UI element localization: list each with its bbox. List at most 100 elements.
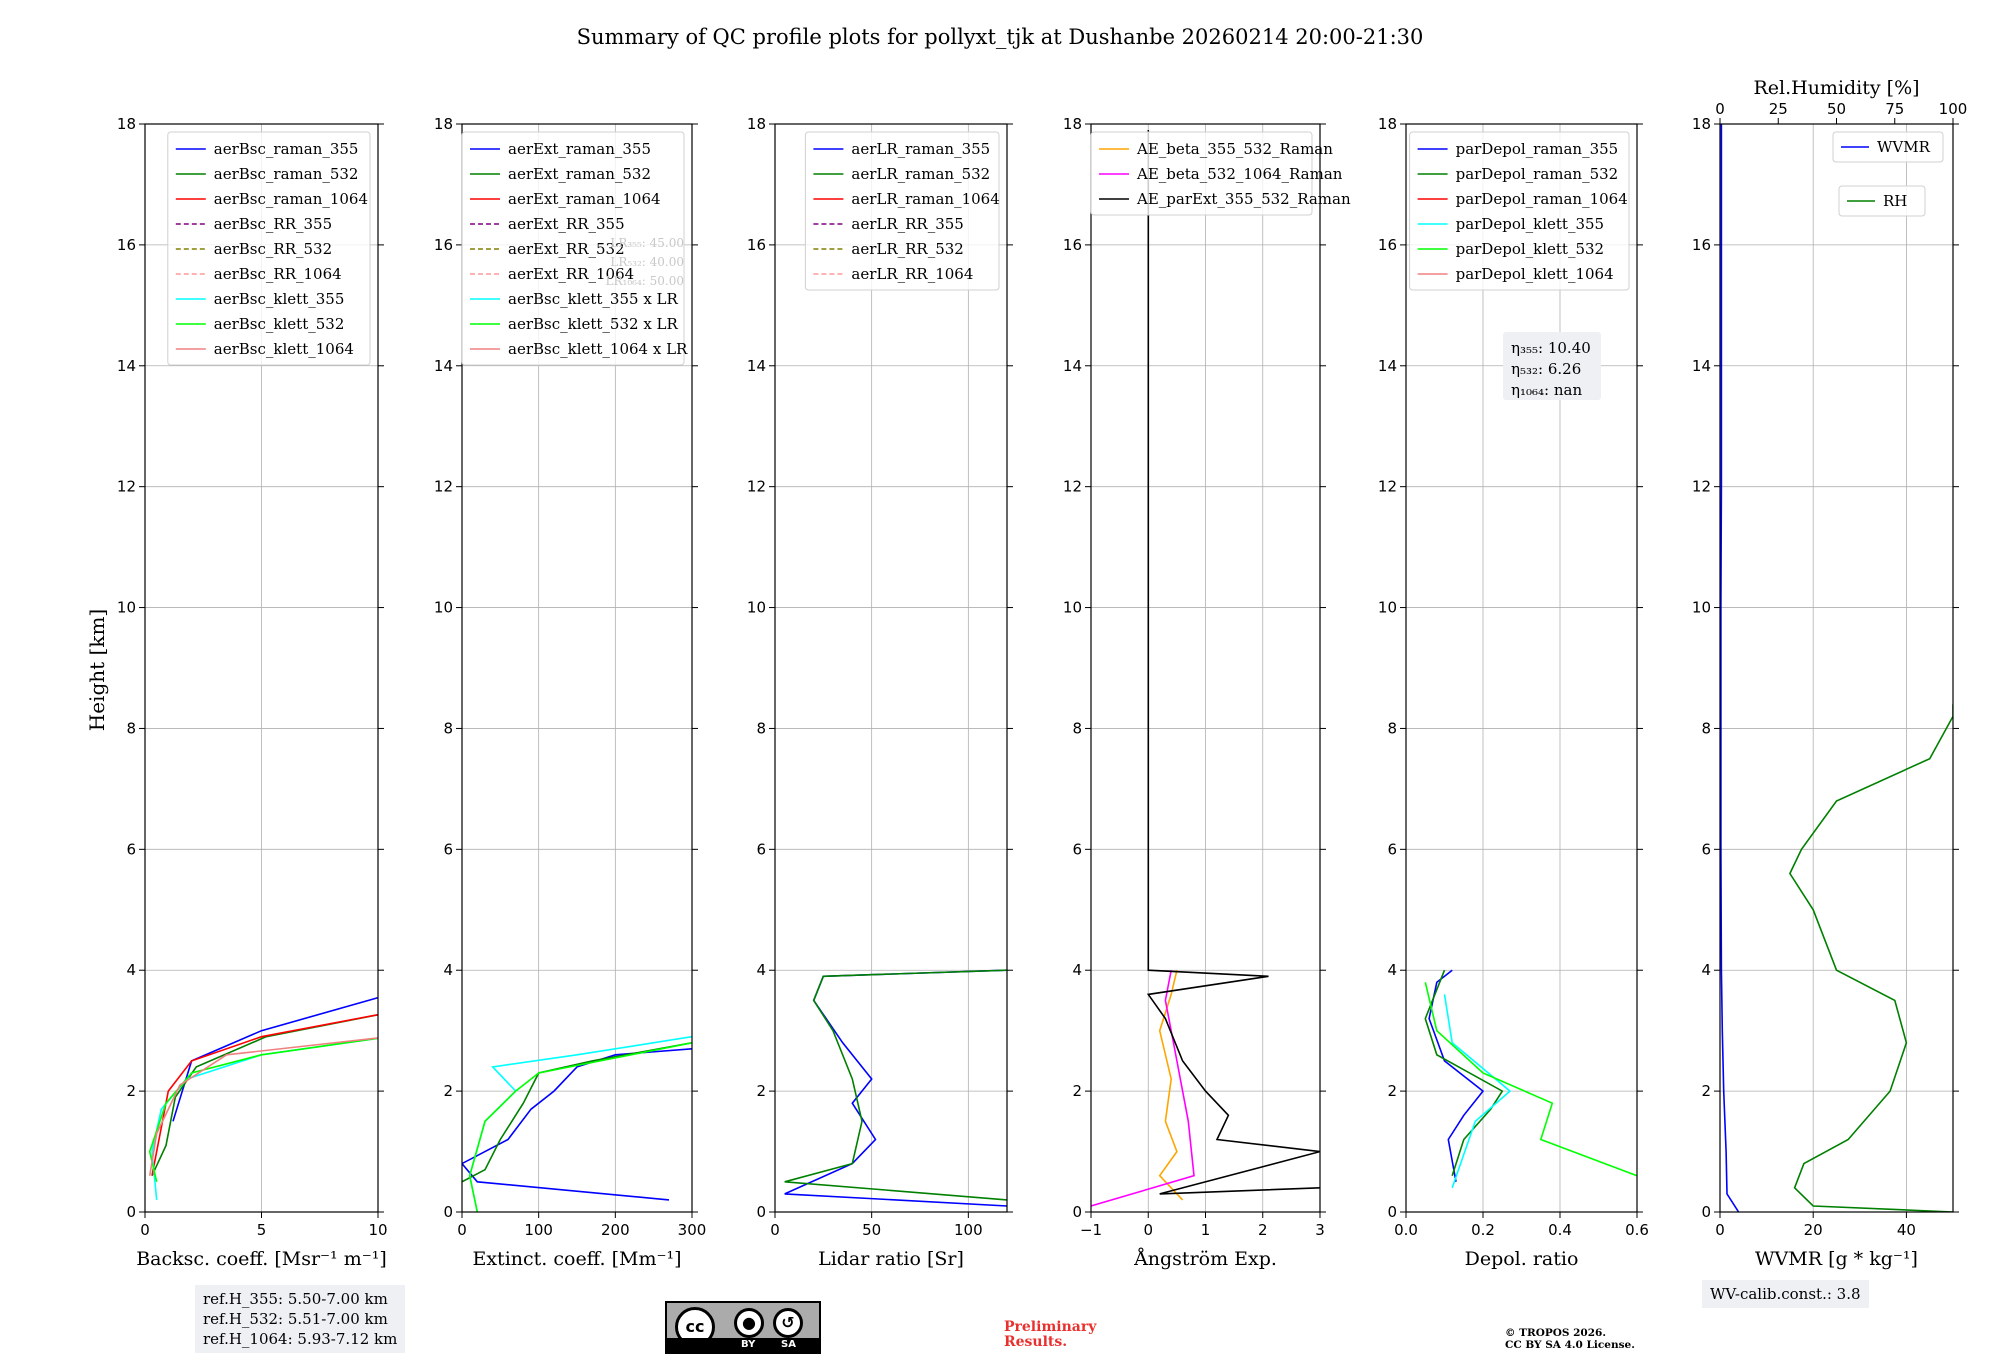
y-tick-label: 0 bbox=[1701, 1203, 1711, 1221]
y-tick-label: 8 bbox=[1387, 719, 1397, 737]
legend-label: AE_beta_355_532_Raman bbox=[1136, 140, 1333, 158]
series-AE_parExt_355_532_Raman bbox=[1146, 130, 1320, 1195]
legend-label: aerBsc_klett_1064 x LR bbox=[508, 340, 688, 358]
x-tick-label: 1 bbox=[1201, 1221, 1211, 1239]
attribution-icon: ● bbox=[734, 1308, 764, 1338]
legend-depol: parDepol_raman_355 parDepol_raman_532 parD… bbox=[1409, 131, 1630, 291]
series-aerExt_raman_532 bbox=[462, 1042, 692, 1183]
y-tick-label: 18 bbox=[1378, 115, 1397, 133]
y-tick-label: 4 bbox=[1072, 961, 1082, 979]
preliminary-results-note: Preliminary Results. bbox=[1004, 1320, 1096, 1350]
figure-title: Summary of QC profile plots for pollyxt_… bbox=[577, 25, 1424, 49]
series-parDepol_raman_355 bbox=[1428, 969, 1485, 1182]
series-aerBsc_klett_532 x LR bbox=[468, 1042, 692, 1212]
y-tick-label: 10 bbox=[434, 599, 453, 617]
top-axis-label: Rel.Humidity [%] bbox=[1753, 77, 1919, 99]
axes-frame bbox=[774, 123, 1008, 1213]
y-tick-label: 10 bbox=[117, 599, 136, 617]
series-group bbox=[1720, 124, 1953, 1212]
legend-label: aerLR_RR_355 bbox=[851, 215, 963, 233]
x-axis-label: Extinct. coeff. [Mm⁻¹] bbox=[472, 1248, 681, 1270]
top-x-tick-label: 100 bbox=[1939, 100, 1968, 118]
y-tick-label: 8 bbox=[756, 719, 766, 737]
panel-lidar_ratio: 0 2 4 6 8 10 12 14 16 18 0 50 100 Lidar ratio [Sr] aer… bbox=[747, 115, 1013, 1270]
y-tick-label: 14 bbox=[747, 357, 766, 375]
x-tick-label: 0.6 bbox=[1625, 1221, 1649, 1239]
y-tick-label: 18 bbox=[747, 115, 766, 133]
legend-label: parDepol_raman_532 bbox=[1456, 165, 1619, 183]
y-tick-label: 6 bbox=[1387, 840, 1397, 858]
legend-label: aerLR_RR_1064 bbox=[851, 265, 973, 283]
preliminary-line-1: Preliminary bbox=[1004, 1319, 1097, 1335]
y-tick-label: 14 bbox=[1378, 357, 1397, 375]
x-tick-label: 0 bbox=[770, 1221, 780, 1239]
ref-height-1064: ref.H_1064: 5.93-7.12 km bbox=[203, 1330, 398, 1348]
series-group bbox=[462, 1035, 692, 1212]
series-aerBsc_klett_355 bbox=[151, 1037, 378, 1200]
info-textbox-line: η₁₀₆₄: nan bbox=[1511, 381, 1582, 399]
legend-box bbox=[461, 131, 685, 366]
legend-box bbox=[804, 131, 1000, 291]
x-axis-label: Lidar ratio [Sr] bbox=[818, 1248, 964, 1270]
legend-label: aerBsc_klett_532 x LR bbox=[508, 315, 679, 333]
y-tick-label: 8 bbox=[1701, 719, 1711, 737]
y-tick-label: 10 bbox=[1378, 599, 1397, 617]
legend-label: WVMR bbox=[1877, 138, 1931, 156]
y-tick-label: 0 bbox=[126, 1203, 136, 1221]
y-tick-label: 12 bbox=[1063, 478, 1082, 496]
y-tick-label: 0 bbox=[1072, 1203, 1082, 1221]
y-tick-label: 14 bbox=[1063, 357, 1082, 375]
y-tick-label: 8 bbox=[126, 719, 136, 737]
y-tick-label: 16 bbox=[1063, 236, 1082, 254]
legend-label: RH bbox=[1883, 192, 1907, 210]
legend-WVMR: WVMR bbox=[1832, 131, 1944, 163]
legend-label: parDepol_raman_1064 bbox=[1456, 190, 1628, 208]
y-tick-label: 4 bbox=[756, 961, 766, 979]
panel-depol: 0 2 4 6 8 10 12 14 16 18 0.0 0.2 0.4 0.6 Depol. ratio p… bbox=[1378, 115, 1649, 1270]
y-axis-label: Height [km] bbox=[85, 609, 109, 731]
y-tick-label: 0 bbox=[443, 1203, 453, 1221]
y-tick-label: 2 bbox=[1387, 1082, 1397, 1100]
copyright-line-2: CC BY SA 4.0 License. bbox=[1505, 1339, 1635, 1351]
legend-box bbox=[1409, 131, 1630, 291]
y-tick-label: 6 bbox=[1701, 840, 1711, 858]
legend-label: aerBsc_klett_355 bbox=[214, 290, 345, 308]
info-textbox-line: LR₁₀₆₄: 50.00 bbox=[606, 274, 684, 288]
y-tick-label: 6 bbox=[1072, 840, 1082, 858]
x-tick-label: 2 bbox=[1258, 1221, 1268, 1239]
legend-label: aerExt_raman_532 bbox=[508, 165, 651, 183]
y-tick-label: 16 bbox=[1378, 236, 1397, 254]
y-tick-label: 14 bbox=[117, 357, 136, 375]
panel-extinction: 0 2 4 6 8 10 12 14 16 18 0 100 200 300 Extinct. coeff.… bbox=[434, 115, 706, 1270]
y-tick-label: 12 bbox=[747, 478, 766, 496]
axes-frame bbox=[461, 123, 693, 1213]
legend-label: aerBsc_RR_532 bbox=[214, 240, 332, 258]
y-tick-label: 16 bbox=[1692, 236, 1711, 254]
y-tick-label: 4 bbox=[126, 961, 136, 979]
reference-heights-box: ref.H_355: 5.50-7.00 km ref.H_532: 5.51-… bbox=[195, 1285, 406, 1353]
legend-extinction: aerExt_raman_355 aerExt_raman_532 aerExt_r… bbox=[461, 131, 688, 366]
series-group bbox=[1091, 130, 1320, 1207]
info-textbox-extinction: LR₃₅₅: 45.00 LR₅₃₂: 40.00 LR₁₀₆₄: 50.00 bbox=[606, 236, 684, 288]
legend-lidar_ratio: aerLR_raman_355 aerLR_raman_532 aerLR_rama… bbox=[804, 131, 1000, 291]
preliminary-line-2: Results. bbox=[1004, 1334, 1068, 1350]
y-tick-label: 18 bbox=[1063, 115, 1082, 133]
y-tick-label: 2 bbox=[1072, 1082, 1082, 1100]
y-tick-label: 10 bbox=[747, 599, 766, 617]
y-tick-label: 6 bbox=[126, 840, 136, 858]
y-tick-label: 12 bbox=[117, 478, 136, 496]
legend-angstrom: AE_beta_355_532_Raman AE_beta_532_1064_Ra… bbox=[1090, 131, 1351, 216]
info-textbox-line: LR₃₅₅: 45.00 bbox=[610, 236, 684, 250]
series-aerBsc_klett_1064 bbox=[148, 1037, 378, 1176]
legend-label: aerBsc_raman_355 bbox=[214, 140, 359, 158]
legend-label: aerBsc_klett_532 bbox=[214, 315, 345, 333]
license-bar bbox=[667, 1338, 819, 1352]
series-WVMR bbox=[1720, 124, 1740, 1212]
y-tick-label: 14 bbox=[1692, 357, 1711, 375]
x-tick-label: 40 bbox=[1897, 1221, 1916, 1239]
y-tick-label: 16 bbox=[117, 236, 136, 254]
y-tick-label: 10 bbox=[1692, 599, 1711, 617]
legend-backscatter: aerBsc_raman_355 aerBsc_raman_532 aerBsc_r… bbox=[167, 131, 371, 366]
